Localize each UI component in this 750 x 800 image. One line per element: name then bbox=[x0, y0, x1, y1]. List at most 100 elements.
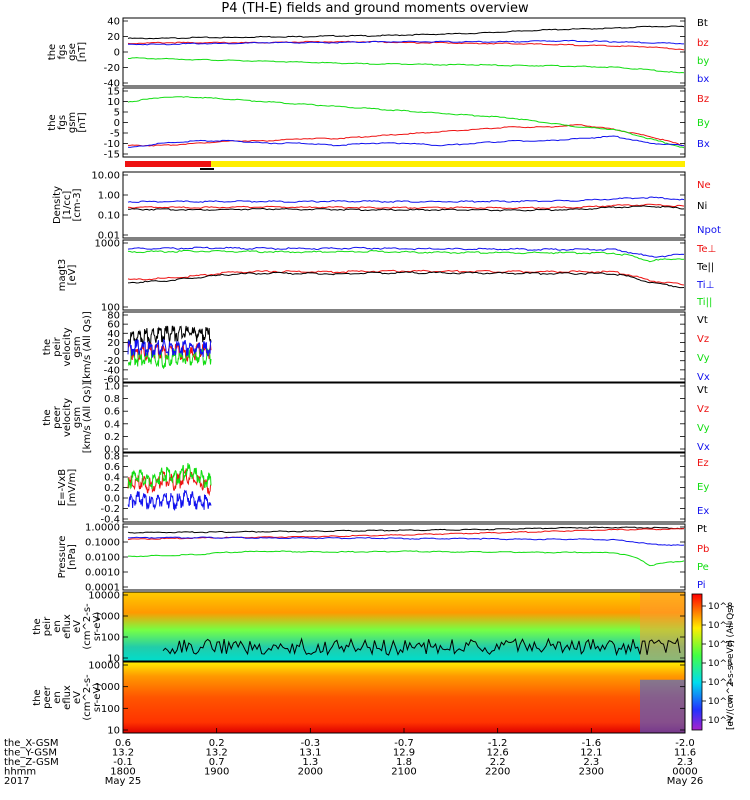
fgs-gse-frame bbox=[122, 17, 686, 87]
fgs-gse-legend: bz bbox=[697, 38, 709, 49]
pressure-legend: Pb bbox=[697, 544, 709, 555]
colorbar-tick: 10^7 bbox=[708, 621, 733, 631]
xtick-the_Y-GSM: 13.2 bbox=[206, 748, 228, 759]
peer-velocity-legend: Vt bbox=[697, 385, 708, 396]
peer-velocity-ytick: 0.0 bbox=[104, 445, 120, 456]
fgs-gse-legend: bx bbox=[697, 74, 709, 85]
peir-velocity-series-3 bbox=[127, 338, 212, 358]
xtick-hhmm: 2000 bbox=[298, 767, 323, 778]
peer-velocity-ytick: 0.8 bbox=[104, 394, 120, 405]
peir-velocity-legend: Vy bbox=[697, 353, 710, 364]
peir-spec-ytick: 10 bbox=[107, 654, 120, 665]
pressure-ytick: 0.0001 bbox=[85, 583, 120, 594]
peir-spec-heatmap bbox=[123, 592, 685, 661]
density-series-2 bbox=[127, 196, 685, 203]
peir-spec-ylabel: en bbox=[52, 620, 63, 633]
pressure-ytick: 0.0100 bbox=[85, 553, 120, 564]
panel-peir-velocity bbox=[122, 311, 686, 383]
temperature-ytick: 100 bbox=[101, 303, 120, 314]
peer-spec-ylabel: peer bbox=[42, 685, 53, 709]
temperature-legend: Ti⊥ bbox=[696, 280, 714, 291]
fgs-gse-series-2 bbox=[128, 57, 685, 74]
panel-efield bbox=[122, 452, 686, 523]
peir-spec-ylabel: sr-eV) bbox=[92, 612, 103, 641]
fgs-gse-ytick: 0 bbox=[114, 48, 120, 59]
density-series-0 bbox=[127, 203, 685, 210]
xtick-the_Y-GSM: 13.2 bbox=[112, 748, 134, 759]
fgs-gse-ytick: 40 bbox=[107, 17, 120, 28]
xaxis-date-end: May 26 bbox=[667, 776, 704, 787]
fgs-gsm-ylabel: gsm bbox=[67, 112, 78, 133]
panel-fgs-gsm bbox=[122, 87, 686, 158]
fgs-gsm-legend: Bz bbox=[697, 94, 709, 105]
efield-ytick: -0.2 bbox=[100, 504, 120, 515]
xtick-hhmm: 2300 bbox=[579, 767, 604, 778]
density-legend: Ne bbox=[697, 180, 711, 191]
peer-spec-ylabel: (cm^2-s- bbox=[82, 674, 93, 721]
temperature-legend: Ti|| bbox=[696, 297, 712, 308]
peir-velocity-ytick: -40 bbox=[104, 365, 120, 376]
xtick-the_X-GSM: -1.6 bbox=[582, 738, 602, 749]
efield-series-1 bbox=[127, 463, 212, 490]
colorbar-tick: 10^3 bbox=[708, 697, 733, 707]
colorbar-label: [eV/(cm^2-s-sr-eV)] (All Qs) bbox=[726, 605, 736, 730]
xaxis-year: 2017 bbox=[4, 776, 29, 787]
xaxis-row-label: the_X-GSM bbox=[4, 738, 58, 749]
xtick-the_Y-GSM: 11.6 bbox=[674, 748, 696, 759]
fgs-gsm-ytick: 0 bbox=[114, 118, 120, 129]
pressure-ytick: 1.0000 bbox=[85, 523, 120, 534]
xtick-hhmm: 1800 bbox=[110, 767, 135, 778]
fgs-gsm-ylabel: the bbox=[47, 114, 58, 130]
peir-velocity-frame bbox=[122, 311, 686, 383]
fgs-gse-series-1 bbox=[127, 40, 685, 51]
efield-ytick: 0.6 bbox=[104, 462, 120, 473]
colorbar-tick: 10^4 bbox=[708, 678, 733, 688]
peir-velocity-legend: Vt bbox=[697, 315, 708, 326]
temperature-series-2 bbox=[127, 246, 685, 258]
peer-spec-ytick: 10000 bbox=[88, 661, 120, 672]
peir-velocity-ytick: 20 bbox=[107, 338, 120, 349]
efield-legend: Ey bbox=[697, 482, 709, 493]
peer-spec-ytick: 10 bbox=[107, 726, 120, 737]
efield-legend: Ex bbox=[697, 506, 709, 517]
fgs-gsm-series-1 bbox=[127, 96, 685, 149]
fgs-gsm-ylabel: fgs bbox=[57, 115, 68, 130]
fgs-gse-legend: by bbox=[697, 56, 709, 67]
peer-spec-ytick: 100 bbox=[101, 704, 120, 715]
efield-ylabel: [mV/m] bbox=[67, 469, 78, 507]
xtick-the_Z-GSM: 0.7 bbox=[209, 757, 225, 768]
peir-velocity-ytick: 60 bbox=[107, 320, 120, 331]
fgs-gsm-ytick: 10 bbox=[107, 97, 120, 108]
mode-bar-marker bbox=[200, 168, 214, 170]
fgs-gsm-ytick: 5 bbox=[114, 108, 120, 119]
colorbar bbox=[691, 593, 703, 731]
fgs-gsm-frame bbox=[122, 87, 686, 158]
xtick-the_Z-GSM: 1.8 bbox=[396, 757, 412, 768]
peer-spec-ylabel: en bbox=[52, 691, 63, 704]
efield-series-2 bbox=[127, 489, 212, 511]
peer-velocity-frame bbox=[122, 382, 686, 453]
peir-velocity-series-2 bbox=[128, 347, 212, 370]
fgs-gsm-ytick: -5 bbox=[110, 129, 120, 140]
density-series-1 bbox=[128, 205, 685, 212]
peer-spec-ytick: 1000 bbox=[95, 682, 120, 693]
pressure-series-2 bbox=[128, 550, 685, 567]
panel-density bbox=[122, 171, 686, 239]
peir-velocity-legend: Vz bbox=[697, 334, 709, 345]
peer-velocity-ylabel: peer bbox=[52, 405, 63, 429]
xaxis-row-label: hhmm bbox=[4, 767, 36, 778]
temperature-ylabel: magt3 bbox=[57, 259, 68, 292]
density-legend: Npot bbox=[697, 225, 721, 236]
peir-velocity-ytick: -20 bbox=[104, 356, 120, 367]
fgs-gse-series-0 bbox=[127, 25, 685, 40]
peir-velocity-ytick: 80 bbox=[107, 311, 120, 322]
fgs-gse-series-3 bbox=[127, 39, 684, 46]
temperature-ytick: 1000 bbox=[95, 239, 120, 250]
xtick-hhmm: 1900 bbox=[204, 767, 229, 778]
peir-spec-ylabel: the bbox=[32, 618, 43, 634]
xaxis-date-start: May 25 bbox=[105, 776, 142, 787]
panel-peir-spec bbox=[122, 591, 706, 731]
xaxis-row-label: the_Z-GSM bbox=[4, 757, 59, 768]
efield-ytick: 0.4 bbox=[104, 473, 120, 484]
fgs-gse-ytick: -40 bbox=[104, 79, 120, 90]
